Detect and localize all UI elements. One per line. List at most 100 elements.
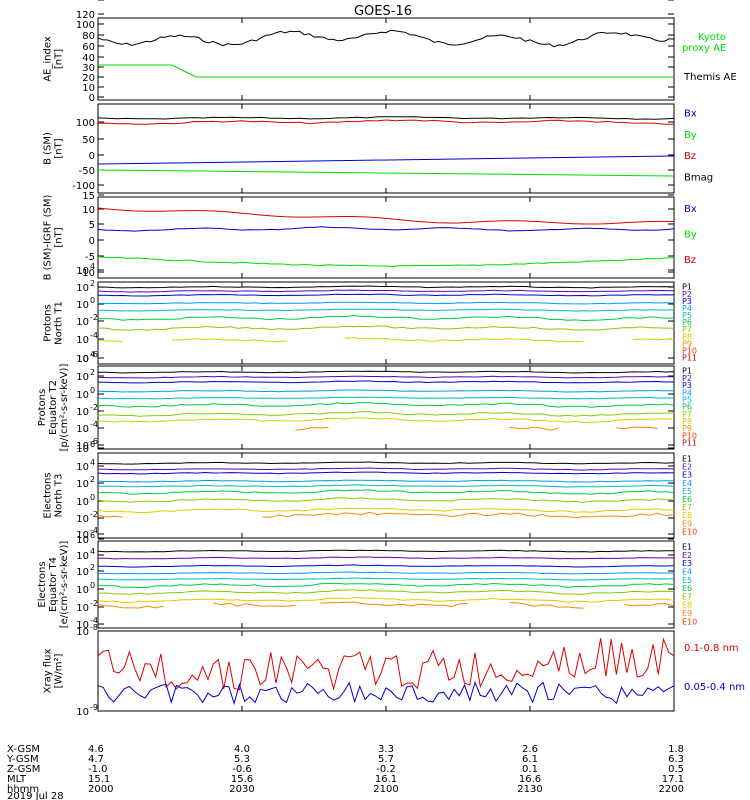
channel-line	[98, 489, 675, 495]
ephemeris-value: 5.3	[234, 754, 250, 765]
panel-frame	[97, 365, 675, 450]
channel-line	[98, 577, 674, 581]
channel-label: E4	[682, 568, 692, 577]
channel-label: E5	[682, 487, 692, 496]
y-tick-exponent: 2	[90, 279, 95, 288]
ephemeris-value: -0.6	[232, 764, 252, 775]
channel-label: P1	[682, 283, 692, 292]
ephemeris-value: 2200	[659, 784, 684, 795]
legend-entry: proxy AE	[682, 43, 726, 54]
by-line	[97, 169, 675, 177]
channel-label: E7	[682, 592, 692, 601]
bx-line	[97, 226, 675, 232]
bz-line	[97, 119, 674, 125]
y-tick-exponent: 0	[90, 386, 95, 395]
channel-label: P5	[682, 311, 692, 320]
y-tick-label: 0	[89, 151, 95, 162]
y-tick-label: 10	[76, 0, 89, 3]
y-tick-exponent: 0	[90, 296, 95, 305]
ephemeris-value: 15.1	[88, 774, 110, 785]
channel-line	[344, 337, 584, 343]
channel-label: E6	[682, 584, 692, 593]
y-axis-label: B (SM)-IGRF (SM)	[43, 195, 54, 281]
y-tick-label: 10	[76, 479, 89, 490]
legend-entry: Bz	[684, 151, 696, 162]
channel-label: E6	[682, 495, 692, 504]
channel-label: P3	[682, 297, 692, 306]
channel-line	[98, 314, 675, 322]
channel-line	[320, 601, 469, 608]
channel-label: P4	[682, 388, 692, 397]
y-tick-label: 80	[82, 31, 95, 42]
y-axis-label: Protons	[37, 389, 48, 426]
ephemeris-value: 16.6	[519, 774, 541, 785]
channel-line	[213, 602, 296, 607]
channel-label: P7	[682, 325, 692, 334]
y-tick-label: 10	[76, 551, 89, 562]
y-tick-label: -50	[79, 166, 95, 177]
ephemeris-value: 4.7	[88, 754, 104, 765]
y-tick-label: 10	[76, 0, 89, 3]
ephemeris-value: 2030	[229, 784, 254, 795]
y-tick-exponent: 4	[90, 458, 95, 467]
y-tick-exponent: -2	[90, 403, 98, 412]
y-tick-exponent: -4	[90, 526, 98, 535]
channel-line	[97, 471, 675, 475]
legend-entry: 0.1-0.8 nm	[684, 643, 739, 654]
y-tick-label: 10	[76, 603, 89, 614]
ephemeris-row-label: hhmm	[7, 784, 39, 795]
y-tick-exponent: -9	[90, 703, 98, 712]
channel-line	[98, 484, 675, 488]
ephemeris-value: 4.0	[234, 744, 250, 755]
y-axis-label: North T1	[54, 301, 65, 345]
y-tick-label: -10	[79, 268, 95, 279]
channel-line	[97, 417, 675, 424]
y-tick-label: 10	[76, 530, 89, 541]
channel-label: P5	[682, 395, 692, 404]
y-tick-exponent: 4	[90, 547, 95, 556]
y-tick-exponent: -2	[90, 599, 98, 608]
y-tick-exponent: 6	[90, 440, 95, 449]
channel-line	[98, 285, 675, 289]
legend-entry: Bmag	[684, 172, 713, 183]
channel-label: E1	[682, 454, 692, 463]
y-tick-label: 10	[76, 585, 89, 596]
y-tick-exponent: 0	[90, 581, 95, 590]
channel-label: E3	[682, 471, 692, 480]
ephemeris-value: 0.5	[668, 764, 684, 775]
channel-line	[98, 293, 675, 297]
channel-line	[97, 515, 123, 518]
channel-label: E10	[682, 617, 697, 626]
bx-line	[97, 155, 675, 165]
channel-label: E9	[682, 519, 692, 528]
ephemeris-value: 6.1	[522, 754, 538, 765]
y-tick-label: 100	[76, 20, 95, 31]
channel-line	[97, 375, 674, 379]
channel-line	[97, 571, 674, 575]
y-axis-label: Electrons	[43, 472, 54, 518]
ephemeris-value: 0.1	[522, 764, 538, 775]
channel-label: P8	[682, 417, 692, 426]
channel-line	[624, 603, 675, 607]
themis-ae-line	[97, 29, 675, 48]
y-tick-exponent: -2	[90, 313, 98, 322]
legend-entry: Bx	[684, 204, 697, 215]
legend-entry: Bz	[684, 255, 696, 266]
y-tick-label: 10	[76, 444, 89, 455]
channel-label: E10	[682, 527, 697, 536]
y-tick-label: 0	[89, 236, 95, 247]
y-axis-label: [nT]	[54, 138, 65, 158]
y-tick-exponent: 4	[90, 262, 95, 271]
y-tick-label: 10	[76, 441, 89, 452]
y-tick-label: 40	[82, 53, 95, 64]
channel-line	[97, 497, 675, 503]
y-tick-label: 60	[82, 42, 95, 53]
panel-bsm: -100 -50 0 50 100 B (SM) [nT] Bx By Bz Bmag	[43, 103, 713, 194]
channel-line	[98, 370, 675, 374]
ephemeris-value: 15.6	[231, 774, 253, 785]
channel-line	[97, 411, 674, 417]
channel-label: E4	[682, 479, 692, 488]
y-tick-label: 15	[82, 191, 95, 202]
ephemeris-row-label: MLT	[7, 774, 27, 785]
